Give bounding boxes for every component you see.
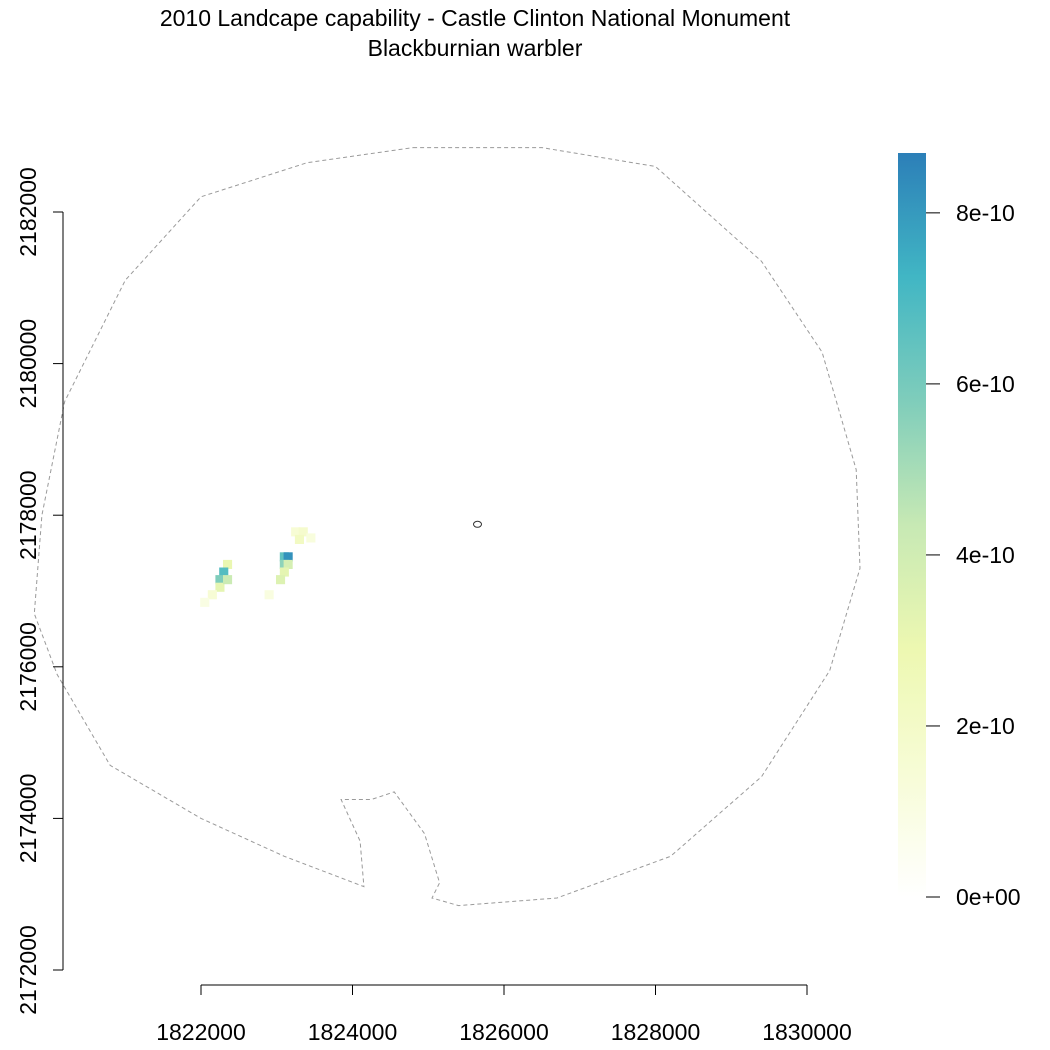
- y-tick-label: 2176000: [15, 622, 41, 712]
- raster-cell: [215, 575, 225, 585]
- raster-cell: [276, 575, 286, 585]
- legend-tick-label: 0e+00: [956, 884, 1021, 910]
- raster-cell: [294, 534, 304, 544]
- monument-marker: [473, 520, 482, 528]
- y-tick-label: 2180000: [15, 319, 41, 409]
- raster-cell: [279, 567, 289, 577]
- raster-cell: [223, 575, 233, 585]
- raster-cell: [219, 567, 229, 577]
- raster-cell: [306, 533, 316, 543]
- legend-tick-label: 2e-10: [956, 713, 1015, 739]
- legend-tick-label: 6e-10: [956, 371, 1015, 397]
- raster-cell: [291, 527, 301, 537]
- map-subtitle: Blackburnian warbler: [367, 35, 583, 61]
- y-tick-label: 2182000: [15, 167, 41, 257]
- x-tick-label: 1830000: [762, 1019, 852, 1045]
- raster-cell: [283, 552, 293, 562]
- x-tick-label: 1824000: [308, 1019, 398, 1045]
- raster-cell: [200, 597, 210, 607]
- raster-cell: [207, 590, 217, 600]
- raster-cell: [283, 559, 293, 569]
- map-title: 2010 Landcape capability - Castle Clinto…: [159, 5, 791, 31]
- raster-cell: [264, 590, 274, 600]
- y-tick-label: 2178000: [15, 470, 41, 560]
- raster-cell: [215, 582, 225, 592]
- y-tick-label: 2174000: [15, 774, 41, 864]
- x-tick-label: 1822000: [156, 1019, 246, 1045]
- raster-cell: [298, 527, 308, 537]
- x-tick-label: 1828000: [611, 1019, 701, 1045]
- legend-tick-label: 8e-10: [956, 200, 1015, 226]
- park-boundary: [33, 147, 861, 907]
- x-tick-label: 1826000: [459, 1019, 549, 1045]
- raster-cell: [223, 559, 233, 569]
- legend-tick-label: 4e-10: [956, 542, 1015, 568]
- y-tick-label: 2172000: [15, 925, 41, 1015]
- legend-colorbar: [898, 153, 926, 897]
